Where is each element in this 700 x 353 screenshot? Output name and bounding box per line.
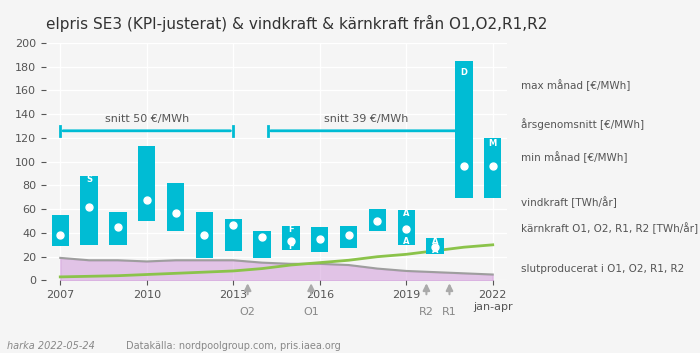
Text: max månad [€/MWh]: max månad [€/MWh] xyxy=(521,80,631,91)
Text: F: F xyxy=(288,225,294,234)
Text: R1: R1 xyxy=(442,307,457,317)
Text: D: D xyxy=(461,68,468,77)
Bar xyxy=(80,176,98,245)
Text: A: A xyxy=(432,246,438,255)
Bar xyxy=(369,209,386,231)
Bar xyxy=(398,210,415,245)
Text: snitt 39 €/MWh: snitt 39 €/MWh xyxy=(323,114,408,124)
Bar xyxy=(225,219,242,251)
Bar xyxy=(52,215,69,246)
Text: elpris SE3 (KPI-justerat) & vindkraft & kärnkraft från O1,O2,R1,R2: elpris SE3 (KPI-justerat) & vindkraft & … xyxy=(46,15,547,32)
Text: vindkraft [TWh/år]: vindkraft [TWh/år] xyxy=(521,196,617,208)
Text: Datakälla: nordpoolgroup.com, pris.iaea.org: Datakälla: nordpoolgroup.com, pris.iaea.… xyxy=(126,341,341,352)
Bar xyxy=(282,226,300,250)
Text: årsgenomsnitt [€/MWh]: årsgenomsnitt [€/MWh] xyxy=(521,118,644,130)
Text: harka 2022-05-24: harka 2022-05-24 xyxy=(7,341,95,352)
Bar xyxy=(484,138,501,198)
Bar xyxy=(167,183,184,231)
Text: M: M xyxy=(489,139,497,148)
Text: O1: O1 xyxy=(303,307,319,317)
Text: kärnkraft O1, O2, R1, R2 [TWh/år]: kärnkraft O1, O2, R1, R2 [TWh/år] xyxy=(521,222,698,234)
Text: A: A xyxy=(403,209,410,219)
Text: min månad [€/MWh]: min månad [€/MWh] xyxy=(521,151,627,163)
Bar xyxy=(426,238,444,254)
Text: slutproducerat i O1, O2, R1, R2: slutproducerat i O1, O2, R1, R2 xyxy=(521,264,684,274)
Text: A: A xyxy=(432,237,438,246)
Text: A: A xyxy=(403,237,410,246)
Text: R2: R2 xyxy=(419,307,434,317)
Bar xyxy=(340,226,357,249)
Bar xyxy=(311,227,328,252)
Text: F: F xyxy=(288,241,294,251)
Bar xyxy=(253,231,271,258)
Text: S: S xyxy=(86,175,92,184)
Bar xyxy=(196,211,213,258)
Bar xyxy=(109,211,127,245)
Text: snitt 50 €/MWh: snitt 50 €/MWh xyxy=(104,114,189,124)
Text: O2: O2 xyxy=(239,307,255,317)
Bar xyxy=(455,61,472,198)
Bar xyxy=(138,146,155,221)
